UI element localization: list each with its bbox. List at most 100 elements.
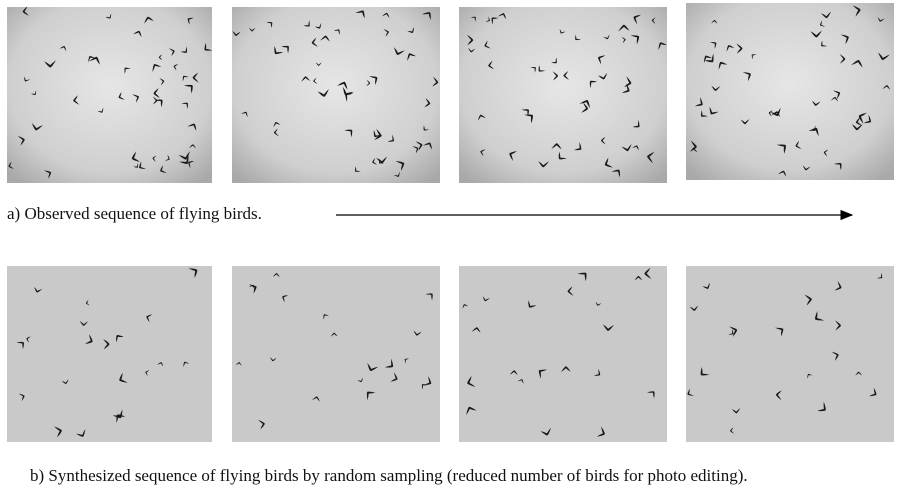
bird xyxy=(821,40,828,47)
photo xyxy=(459,7,667,183)
bird xyxy=(183,361,190,368)
bird xyxy=(509,151,518,162)
bird xyxy=(144,16,154,24)
bird xyxy=(711,85,721,92)
bird xyxy=(558,151,567,160)
bird xyxy=(413,330,422,336)
bird xyxy=(366,79,371,87)
bird xyxy=(423,376,432,386)
bird xyxy=(26,336,31,343)
bird xyxy=(179,155,189,164)
bird xyxy=(851,59,863,68)
bird xyxy=(776,144,786,154)
bird xyxy=(282,294,289,303)
bird xyxy=(471,327,481,333)
bird xyxy=(88,56,100,65)
bird xyxy=(521,109,529,117)
bird xyxy=(488,60,495,70)
bird xyxy=(528,300,537,308)
bird xyxy=(355,166,361,172)
bird xyxy=(188,268,198,279)
photo xyxy=(7,266,212,442)
bird xyxy=(423,125,430,131)
bird xyxy=(540,427,551,436)
bird xyxy=(270,357,277,362)
bird xyxy=(623,76,632,88)
bird xyxy=(181,102,188,109)
bird xyxy=(381,12,390,18)
bird xyxy=(575,34,582,41)
bird xyxy=(342,86,354,96)
bird xyxy=(133,30,142,37)
bird xyxy=(415,141,423,151)
bird xyxy=(480,149,486,157)
bird xyxy=(133,162,139,168)
bird xyxy=(709,42,717,49)
photo xyxy=(232,266,440,442)
bird xyxy=(336,81,348,90)
bird xyxy=(702,282,711,289)
bird xyxy=(567,286,574,296)
bird xyxy=(366,391,376,401)
bird xyxy=(726,45,735,52)
bird xyxy=(131,151,141,163)
bird xyxy=(509,370,518,376)
bird xyxy=(467,375,476,388)
bird xyxy=(477,114,486,121)
bird xyxy=(34,286,43,293)
bird xyxy=(182,75,189,82)
bird xyxy=(703,55,713,64)
bird xyxy=(740,119,750,125)
bird xyxy=(189,144,196,149)
bird xyxy=(810,30,823,38)
bird xyxy=(711,19,718,24)
bird xyxy=(274,46,284,55)
bird xyxy=(153,88,160,99)
bird xyxy=(839,53,846,64)
bird xyxy=(85,299,90,306)
bird xyxy=(600,136,606,145)
bird xyxy=(61,379,69,385)
bird xyxy=(811,100,821,106)
bird xyxy=(467,34,474,46)
bird xyxy=(145,370,150,377)
bird xyxy=(644,267,652,280)
bird xyxy=(840,34,849,45)
bird xyxy=(240,111,248,118)
bird xyxy=(384,358,394,368)
bird xyxy=(157,362,164,367)
bird xyxy=(105,13,112,19)
bird xyxy=(770,107,781,117)
caption-b: b) Synthesized sequence of flying birds … xyxy=(30,466,748,485)
bird xyxy=(835,320,842,331)
bird xyxy=(704,53,714,63)
bird xyxy=(855,116,863,127)
image-frames xyxy=(7,3,894,442)
bird xyxy=(59,46,67,52)
bird xyxy=(84,334,93,345)
bird xyxy=(31,90,37,96)
bird xyxy=(602,324,615,331)
photo xyxy=(686,3,894,180)
bird xyxy=(31,123,43,131)
bird xyxy=(621,83,630,94)
bird xyxy=(372,158,378,165)
bird xyxy=(139,161,147,170)
bird xyxy=(538,161,550,168)
bird xyxy=(863,114,872,124)
bird xyxy=(168,48,175,57)
bird xyxy=(173,63,179,71)
bird xyxy=(330,332,338,337)
bird xyxy=(301,76,311,82)
bird xyxy=(709,106,719,115)
bird xyxy=(552,71,559,81)
photo xyxy=(686,266,894,442)
bird xyxy=(159,78,165,86)
bird xyxy=(393,171,400,177)
bird xyxy=(491,17,499,25)
photo xyxy=(7,7,212,183)
bird xyxy=(658,42,667,50)
bird xyxy=(581,102,589,113)
bird xyxy=(497,13,507,20)
bird xyxy=(634,275,643,281)
